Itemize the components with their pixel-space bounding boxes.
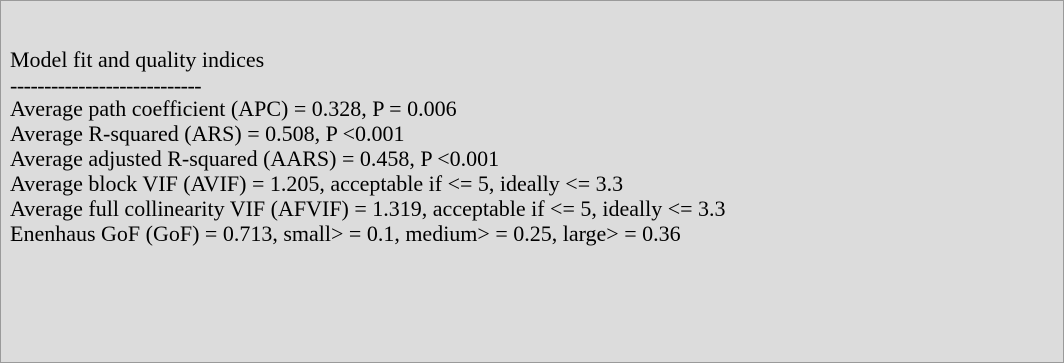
afvif-line: Average full collinearity VIF (AFVIF) = …: [10, 196, 726, 221]
ars-line: Average R-squared (ARS) = 0.508, P <0.00…: [10, 121, 405, 146]
avif-line: Average block VIF (AVIF) = 1.205, accept…: [10, 171, 624, 196]
gof-line: Enenhaus GoF (GoF) = 0.713, small> = 0.1…: [10, 221, 681, 246]
report-title: Model fit and quality indices: [10, 47, 265, 72]
aars-line: Average adjusted R-squared (AARS) = 0.45…: [10, 146, 500, 171]
model-fit-report: Model fit and quality indices ----------…: [10, 47, 726, 246]
apc-line: Average path coefficient (APC) = 0.328, …: [10, 96, 457, 121]
separator-line: ----------------------------: [10, 73, 202, 98]
